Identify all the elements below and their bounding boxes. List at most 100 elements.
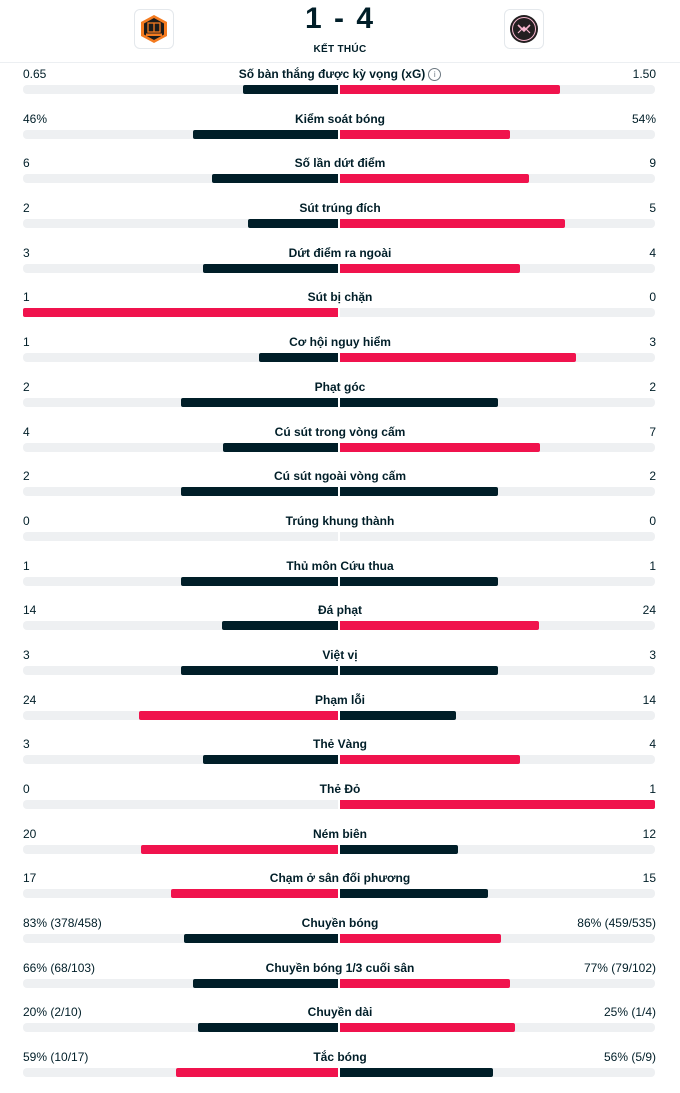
home-stat-value: 46% xyxy=(23,111,48,126)
home-bar-track xyxy=(23,1068,338,1078)
away-bar-track xyxy=(340,219,655,229)
away-bar-track xyxy=(340,889,655,899)
away-bar-track xyxy=(340,755,655,765)
away-stat-value: 3 xyxy=(649,335,656,350)
away-stat-value: 5 xyxy=(649,201,656,216)
home-bar-fill xyxy=(170,889,338,899)
stat-label: Cú sút trong vòng cấm xyxy=(274,424,406,439)
stat-label: Cú sút ngoài vòng cấm xyxy=(273,469,406,484)
stat-label: Việt vị xyxy=(322,647,358,662)
away-stat-value: 1 xyxy=(649,782,656,796)
stat-label: Dứt điểm ra ngoài xyxy=(288,245,392,260)
away-stat-value: 0 xyxy=(649,513,656,528)
home-bar-track xyxy=(23,800,338,809)
away-bar-fill xyxy=(340,85,560,94)
stat-label-wrap: Chuyền dài xyxy=(0,1005,680,1019)
home-bar-fill xyxy=(202,263,338,273)
stat-row: 17 Chạm ở sân đối phương 15 xyxy=(0,869,680,914)
inter-miami-crest-icon xyxy=(510,15,538,43)
stat-row: 3 Thẻ Vàng 4 xyxy=(0,735,680,780)
stat-label: Cơ hội nguy hiểm xyxy=(289,335,391,350)
stat-label: Chuyền bóng xyxy=(301,916,379,931)
away-bar-track xyxy=(340,1023,655,1033)
home-bar-fill xyxy=(223,442,338,452)
houston-dynamo-crest-icon xyxy=(141,15,167,43)
home-bar-track xyxy=(23,129,338,139)
away-stat-value: 14 xyxy=(642,692,656,707)
away-bar-track xyxy=(340,934,655,944)
away-bar-fill xyxy=(340,800,655,809)
stat-label-wrap: Ném biên xyxy=(0,827,680,841)
home-team-logo[interactable] xyxy=(134,9,174,49)
stat-label: Số lần dứt điểm xyxy=(294,156,386,171)
home-stat-value: 1 xyxy=(23,335,30,350)
stat-row: 24 Phạm lỗi 14 xyxy=(0,691,680,736)
home-bar-fill xyxy=(183,934,338,944)
away-bar-fill xyxy=(340,174,529,184)
away-stat-value: 4 xyxy=(649,245,656,260)
stat-label: Tắc bóng xyxy=(313,1050,367,1065)
home-bar-fill xyxy=(180,665,338,675)
away-stat-value: 54% xyxy=(631,111,656,126)
home-bar-fill xyxy=(247,219,338,229)
away-stat-value: 9 xyxy=(649,156,656,171)
home-bar-track xyxy=(23,531,338,541)
away-stat-value: 25% (1/4) xyxy=(603,1005,656,1020)
away-bar-track xyxy=(340,129,655,139)
stat-row: 1 Sút bị chặn 0 xyxy=(0,288,680,333)
home-bar-track xyxy=(23,576,338,586)
home-bar-track xyxy=(23,978,338,988)
stat-label: Sút bị chặn xyxy=(307,290,373,305)
stat-label-wrap: Phạt góc xyxy=(0,380,680,394)
header-divider xyxy=(0,62,680,63)
away-bar-fill xyxy=(340,219,565,229)
stat-row: 1 Cơ hội nguy hiểm 3 xyxy=(0,333,680,378)
home-bar-track xyxy=(23,397,338,407)
home-bar-fill xyxy=(242,85,338,94)
info-icon[interactable]: i xyxy=(428,68,442,81)
away-bar-track xyxy=(340,442,655,452)
match-status: KẾT THÚC xyxy=(313,44,367,55)
away-bar-fill xyxy=(340,710,456,720)
stat-row: 3 Dứt điểm ra ngoài 4 xyxy=(0,244,680,289)
stat-label: Chạm ở sân đối phương xyxy=(269,871,411,886)
away-team-logo[interactable] xyxy=(504,9,544,49)
stat-row: 14 Đá phạt 24 xyxy=(0,601,680,646)
away-bar-track xyxy=(340,85,655,94)
stat-row: 20 Ném biên 12 xyxy=(0,825,680,870)
away-bar-track xyxy=(340,978,655,988)
away-bar-track xyxy=(340,576,655,586)
home-bar-fill xyxy=(180,576,338,586)
stat-label-wrap: Kiểm soát bóng xyxy=(0,112,680,126)
away-bar-fill xyxy=(340,844,459,854)
away-stat-value: 1 xyxy=(649,558,656,573)
away-stat-value: 15 xyxy=(642,871,656,886)
home-stat-value: 2 xyxy=(23,469,30,484)
stat-label-wrap: Số lần dứt điểm xyxy=(0,156,680,170)
away-bar-fill xyxy=(340,978,511,988)
home-bar-track xyxy=(23,85,338,94)
stat-row: 66% (68/103) Chuyền bóng 1/3 cuối sân 77% … xyxy=(0,959,680,1004)
match-header: 1 - 4 KẾT THÚC xyxy=(0,0,680,62)
stat-label-wrap: Số bàn thắng được kỳ vọng (xG) i xyxy=(0,67,680,81)
home-stat-value: 6 xyxy=(23,156,30,171)
home-stat-value: 3 xyxy=(23,647,30,662)
stat-row: 0 Thẻ Đỏ 1 xyxy=(0,780,680,825)
away-bar-track xyxy=(340,308,655,318)
stat-row: 3 Việt vị 3 xyxy=(0,646,680,691)
home-bar-fill xyxy=(193,978,338,988)
stat-label: Phạm lỗi xyxy=(314,692,365,707)
stat-label-wrap: Thủ môn Cứu thua xyxy=(0,559,680,573)
stat-row: 46% Kiểm soát bóng 54% xyxy=(0,110,680,155)
away-bar-track xyxy=(340,487,655,497)
away-bar-fill xyxy=(340,665,498,675)
home-bar-fill xyxy=(193,129,338,139)
home-stat-value: 4 xyxy=(23,424,30,439)
home-bar-track xyxy=(23,263,338,273)
away-stat-value: 0 xyxy=(649,290,656,305)
away-stat-value: 77% (79/102) xyxy=(583,960,656,975)
home-stat-value: 20% (2/10) xyxy=(23,1005,82,1020)
away-stat-value: 2 xyxy=(649,379,656,394)
home-bar-fill xyxy=(259,353,338,363)
stat-label: Phạt góc xyxy=(314,379,366,394)
